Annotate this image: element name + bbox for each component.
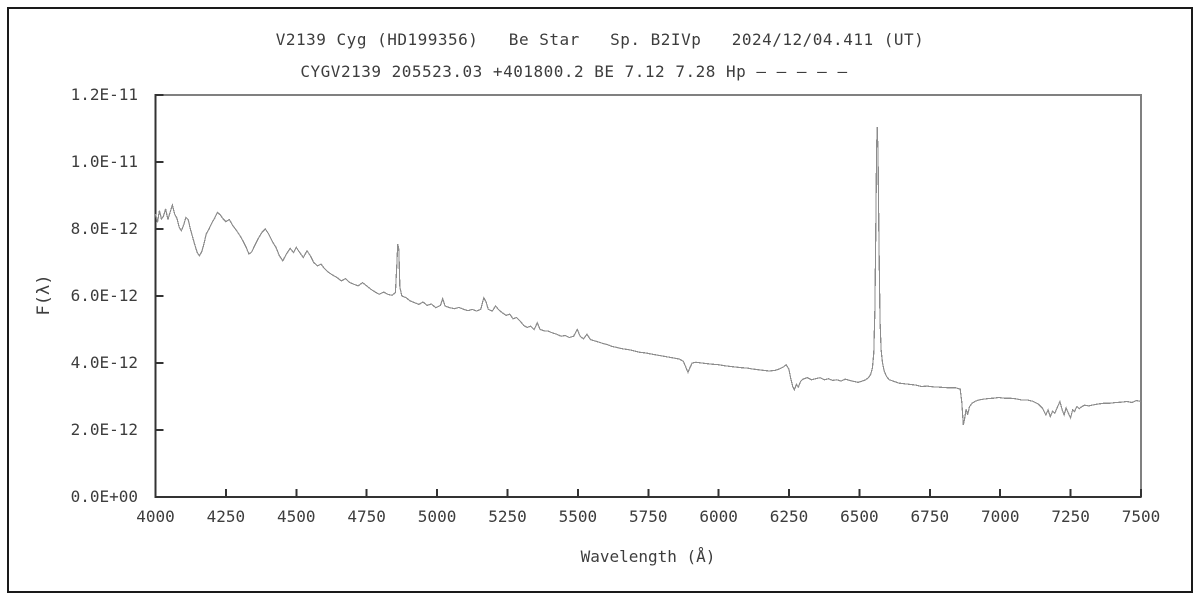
x-tick-label: 5000 — [417, 507, 457, 526]
x-tick-label: 7500 — [1121, 507, 1161, 526]
y-tick-label: 8.0E-12 — [70, 219, 138, 238]
x-tick-label: 6250 — [769, 507, 809, 526]
x-tick-label: 4000 — [136, 507, 175, 526]
x-tick-label: 4250 — [206, 507, 246, 526]
x-tick-label: 5500 — [558, 507, 598, 526]
chart-title: V2139 Cyg (HD199356) Be Star Sp. B2IVp 2… — [275, 30, 925, 49]
y-tick-label: 4.0E-12 — [70, 353, 138, 372]
x-tick-label: 4500 — [277, 507, 316, 526]
spectrum-line — [154, 126, 1142, 426]
plot-frame — [154, 94, 1142, 498]
x-tick-label: 5250 — [488, 507, 527, 526]
y-tick-label: 2.0E-12 — [70, 420, 138, 439]
y-tick-label: 1.2E-11 — [70, 85, 138, 104]
x-axis-label: Wavelength (Å) — [580, 547, 716, 566]
y-tick-label: 0.0E+00 — [70, 487, 138, 506]
chart-subtitle: CYGV2139 205523.03 +401800.2 BE 7.12 7.2… — [300, 62, 848, 81]
x-tick-label: 6000 — [699, 507, 738, 526]
x-tick-label: 5750 — [628, 507, 668, 526]
y-tick-label: 1.0E-11 — [70, 152, 138, 171]
x-tick-label: 4750 — [347, 507, 386, 526]
y-axis-label: F(λ) — [34, 274, 54, 316]
x-tick-label: 6500 — [840, 507, 879, 526]
y-tick-label: 6.0E-12 — [70, 286, 138, 305]
x-tick-label: 6750 — [910, 507, 950, 526]
x-tick-label: 7250 — [1051, 507, 1090, 526]
x-tick-label: 7000 — [980, 507, 1020, 526]
